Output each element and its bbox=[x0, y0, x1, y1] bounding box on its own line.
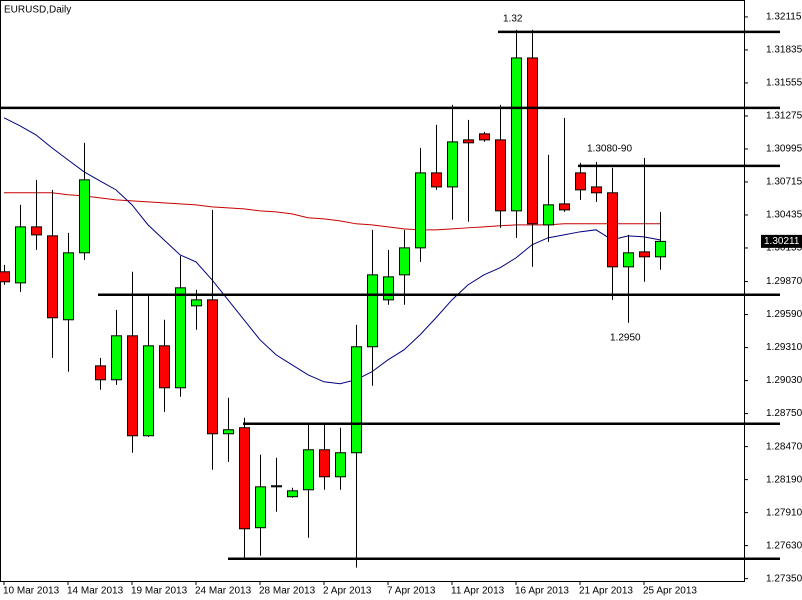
x-tick-label: 2 Apr 2013 bbox=[323, 586, 372, 597]
annotation: 1.32 bbox=[503, 14, 523, 25]
candle-body bbox=[367, 274, 378, 348]
candle-body bbox=[559, 203, 570, 211]
x-tick-label: 24 Mar 2013 bbox=[195, 586, 252, 597]
y-tick-label: 1.31555 bbox=[766, 78, 802, 89]
x-tick-label: 19 Mar 2013 bbox=[131, 586, 188, 597]
x-tick-label: 14 Mar 2013 bbox=[67, 586, 124, 597]
candle-body bbox=[447, 141, 458, 188]
y-tick-label: 1.29310 bbox=[766, 342, 802, 353]
y-tick-label: 1.27910 bbox=[766, 507, 802, 518]
y-tick-label: 1.31835 bbox=[766, 45, 802, 56]
y-tick-label: 1.32115 bbox=[766, 12, 802, 23]
candle-body bbox=[95, 365, 106, 381]
candle-body bbox=[543, 204, 554, 226]
moving-average bbox=[3, 117, 661, 385]
y-tick-label: 1.28190 bbox=[766, 474, 802, 485]
candle-body bbox=[463, 139, 474, 144]
candle-body bbox=[255, 486, 266, 529]
y-tick-label: 1.30715 bbox=[766, 177, 802, 188]
candle-body bbox=[287, 490, 298, 498]
candle-body bbox=[655, 240, 666, 258]
candle-body bbox=[527, 57, 538, 225]
y-tick-label: 1.29030 bbox=[766, 375, 802, 386]
candle-body bbox=[479, 133, 490, 141]
candle-body bbox=[511, 57, 522, 212]
candle-body bbox=[47, 235, 58, 319]
candle-body bbox=[607, 192, 618, 268]
x-tick-label: 11 Apr 2013 bbox=[451, 586, 505, 597]
candle-body bbox=[191, 299, 202, 307]
x-tick-label: 7 Apr 2013 bbox=[387, 586, 436, 597]
candle-body bbox=[127, 335, 138, 437]
candle-body bbox=[207, 299, 218, 435]
candle-body bbox=[351, 346, 362, 454]
candle-body bbox=[383, 276, 394, 301]
x-tick-label: 10 Mar 2013 bbox=[3, 586, 60, 597]
candle-body bbox=[575, 172, 586, 191]
candle-body bbox=[431, 172, 442, 188]
candle-body bbox=[223, 429, 234, 435]
candle-body bbox=[15, 226, 26, 284]
plot-frame bbox=[0, 0, 745, 582]
candle-body bbox=[239, 427, 250, 530]
candle-body bbox=[319, 449, 330, 478]
plot-area bbox=[0, 29, 666, 568]
y-tick-label: 1.29590 bbox=[766, 309, 802, 320]
candle-body bbox=[63, 252, 74, 321]
candle-body bbox=[335, 452, 346, 478]
y-tick-label: 1.28470 bbox=[766, 441, 802, 452]
candle-body bbox=[639, 251, 650, 258]
x-tick-label: 28 Mar 2013 bbox=[259, 586, 316, 597]
candle-body bbox=[143, 345, 154, 437]
x-tick-label: 16 Apr 2013 bbox=[515, 586, 569, 597]
y-tick-label: 1.27630 bbox=[766, 540, 802, 551]
price-tag-label: 1.30211 bbox=[764, 236, 800, 247]
y-tick-label: 1.30995 bbox=[766, 144, 802, 155]
annotation: 1.3080-90 bbox=[587, 144, 632, 155]
annotation: 1.2950 bbox=[610, 333, 641, 344]
x-tick-label: 25 Apr 2013 bbox=[643, 586, 697, 597]
y-tick-label: 1.29870 bbox=[766, 276, 802, 287]
candle-body bbox=[591, 186, 602, 194]
candle-body bbox=[271, 485, 282, 488]
x-tick-label: 21 Apr 2013 bbox=[579, 586, 633, 597]
price-tag bbox=[761, 234, 802, 248]
candle-body bbox=[79, 179, 90, 254]
candle-body bbox=[111, 335, 122, 381]
candle-body bbox=[415, 172, 426, 249]
candle-body bbox=[175, 287, 186, 389]
y-tick-label: 1.28750 bbox=[766, 408, 802, 419]
y-tick-label: 1.27350 bbox=[766, 573, 802, 584]
candle-body bbox=[31, 226, 42, 236]
y-tick-label: 1.31275 bbox=[766, 111, 802, 122]
chart-title: EURUSD,Daily bbox=[4, 5, 71, 16]
candle-body bbox=[0, 271, 10, 283]
y-tick-label: 1.30435 bbox=[766, 210, 802, 221]
candle-body bbox=[399, 247, 410, 276]
candle-body bbox=[495, 139, 506, 212]
candle-body bbox=[159, 345, 170, 389]
candle-body bbox=[303, 449, 314, 491]
y-tick-label: 1.30155 bbox=[766, 243, 802, 254]
candle-body bbox=[623, 252, 634, 268]
